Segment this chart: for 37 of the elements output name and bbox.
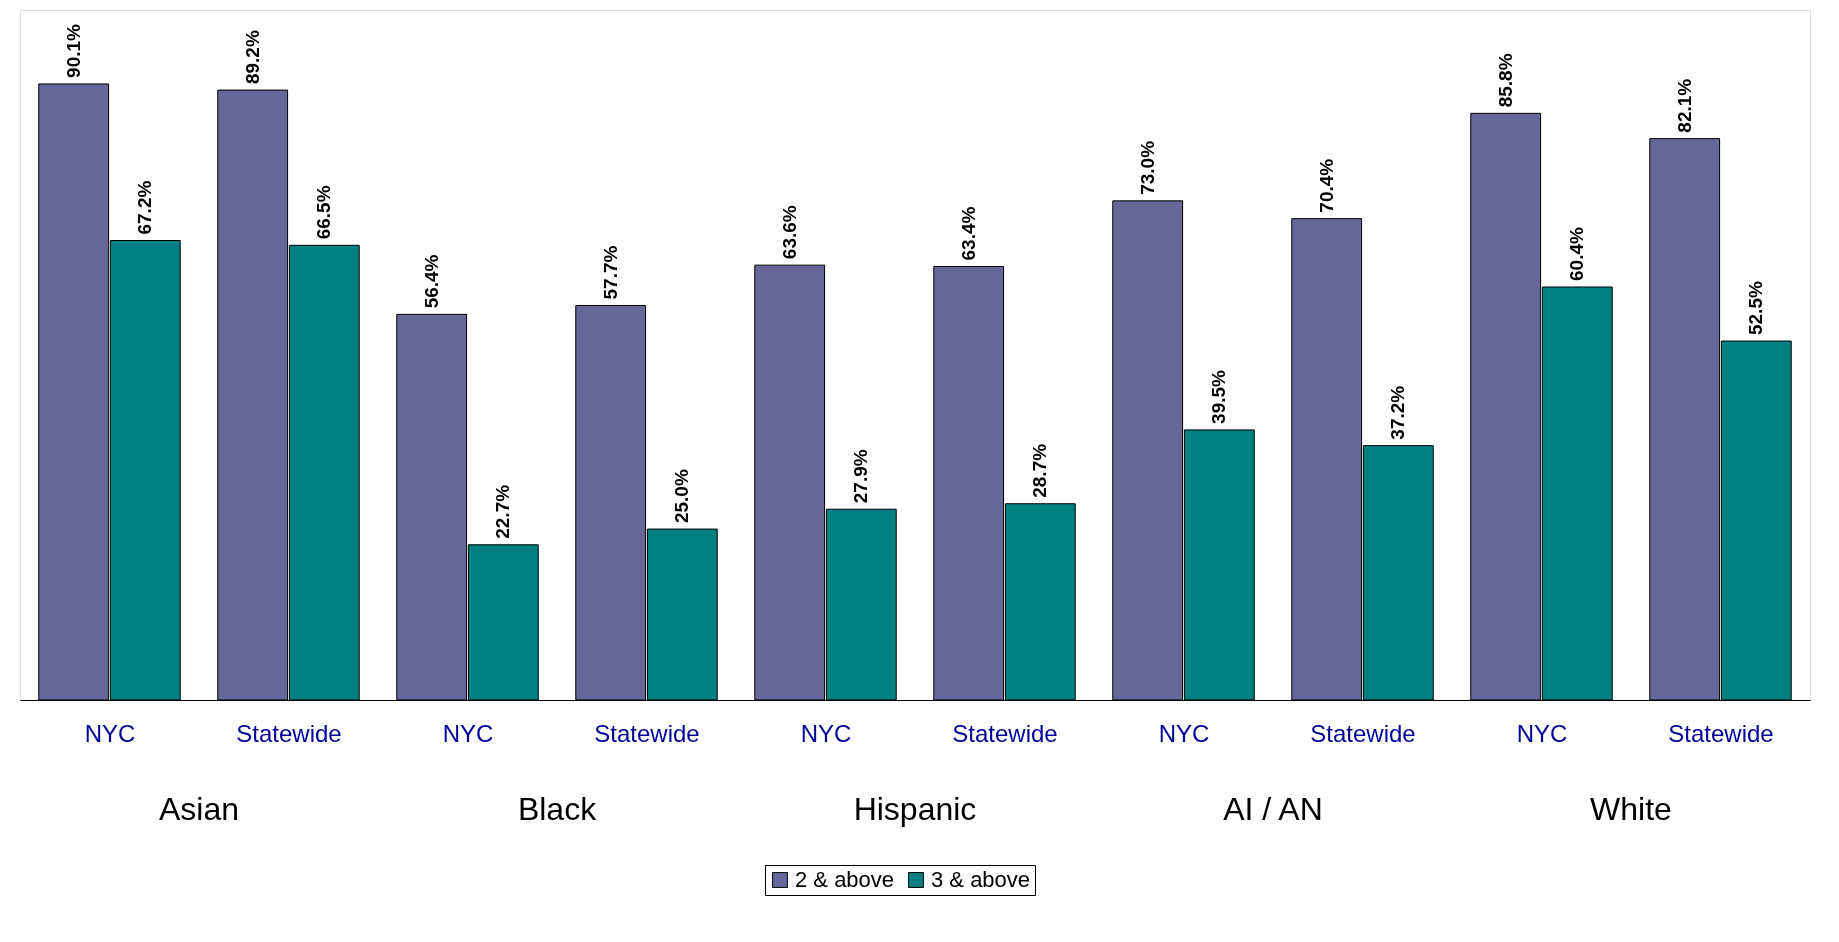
data-label: 63.4% [957, 206, 979, 261]
data-label: 73.0% [1136, 140, 1158, 195]
data-label: 70.4% [1315, 158, 1337, 213]
x-tick-label: Statewide [1668, 719, 1774, 747]
x-tick-label: Statewide [1310, 719, 1416, 747]
text: Hispanic [853, 791, 977, 827]
data-label: 67.2% [134, 180, 156, 235]
legend-label: 2 & above [795, 867, 895, 892]
data-label: 22.7% [492, 484, 514, 539]
x-tick-label: Statewide [236, 719, 342, 747]
text: AI / AN [1223, 791, 1323, 827]
text: Asian [158, 791, 240, 827]
text: Black [517, 791, 598, 827]
data-label: 82.1% [1673, 78, 1695, 133]
x-tick-label: NYC [442, 719, 494, 747]
data-label: 57.7% [599, 245, 621, 300]
x-tick-label: NYC [84, 719, 136, 747]
data-label: 66.5% [313, 185, 335, 240]
x-tick-label: Statewide [594, 719, 700, 747]
data-label: 56.4% [420, 254, 442, 309]
text: White [1590, 791, 1672, 827]
data-label: 27.9% [850, 449, 872, 504]
legend-label: 3 & above [931, 867, 1031, 892]
data-label: 28.7% [1029, 443, 1051, 498]
data-label: 89.2% [241, 30, 263, 85]
x-tick-label: Statewide [952, 719, 1058, 747]
data-label: 63.6% [778, 205, 800, 260]
data-label: 60.4% [1566, 227, 1588, 282]
x-tick-label: NYC [1158, 719, 1210, 747]
data-label: 37.2% [1387, 385, 1409, 440]
data-label: 85.8% [1494, 53, 1516, 108]
data-label: 52.5% [1745, 281, 1767, 336]
data-label: 90.1% [62, 23, 84, 78]
data-label: 25.0% [671, 469, 693, 524]
x-tick-label: NYC [1516, 719, 1568, 747]
x-tick-label: NYC [800, 719, 852, 747]
data-label: 39.5% [1208, 369, 1230, 424]
